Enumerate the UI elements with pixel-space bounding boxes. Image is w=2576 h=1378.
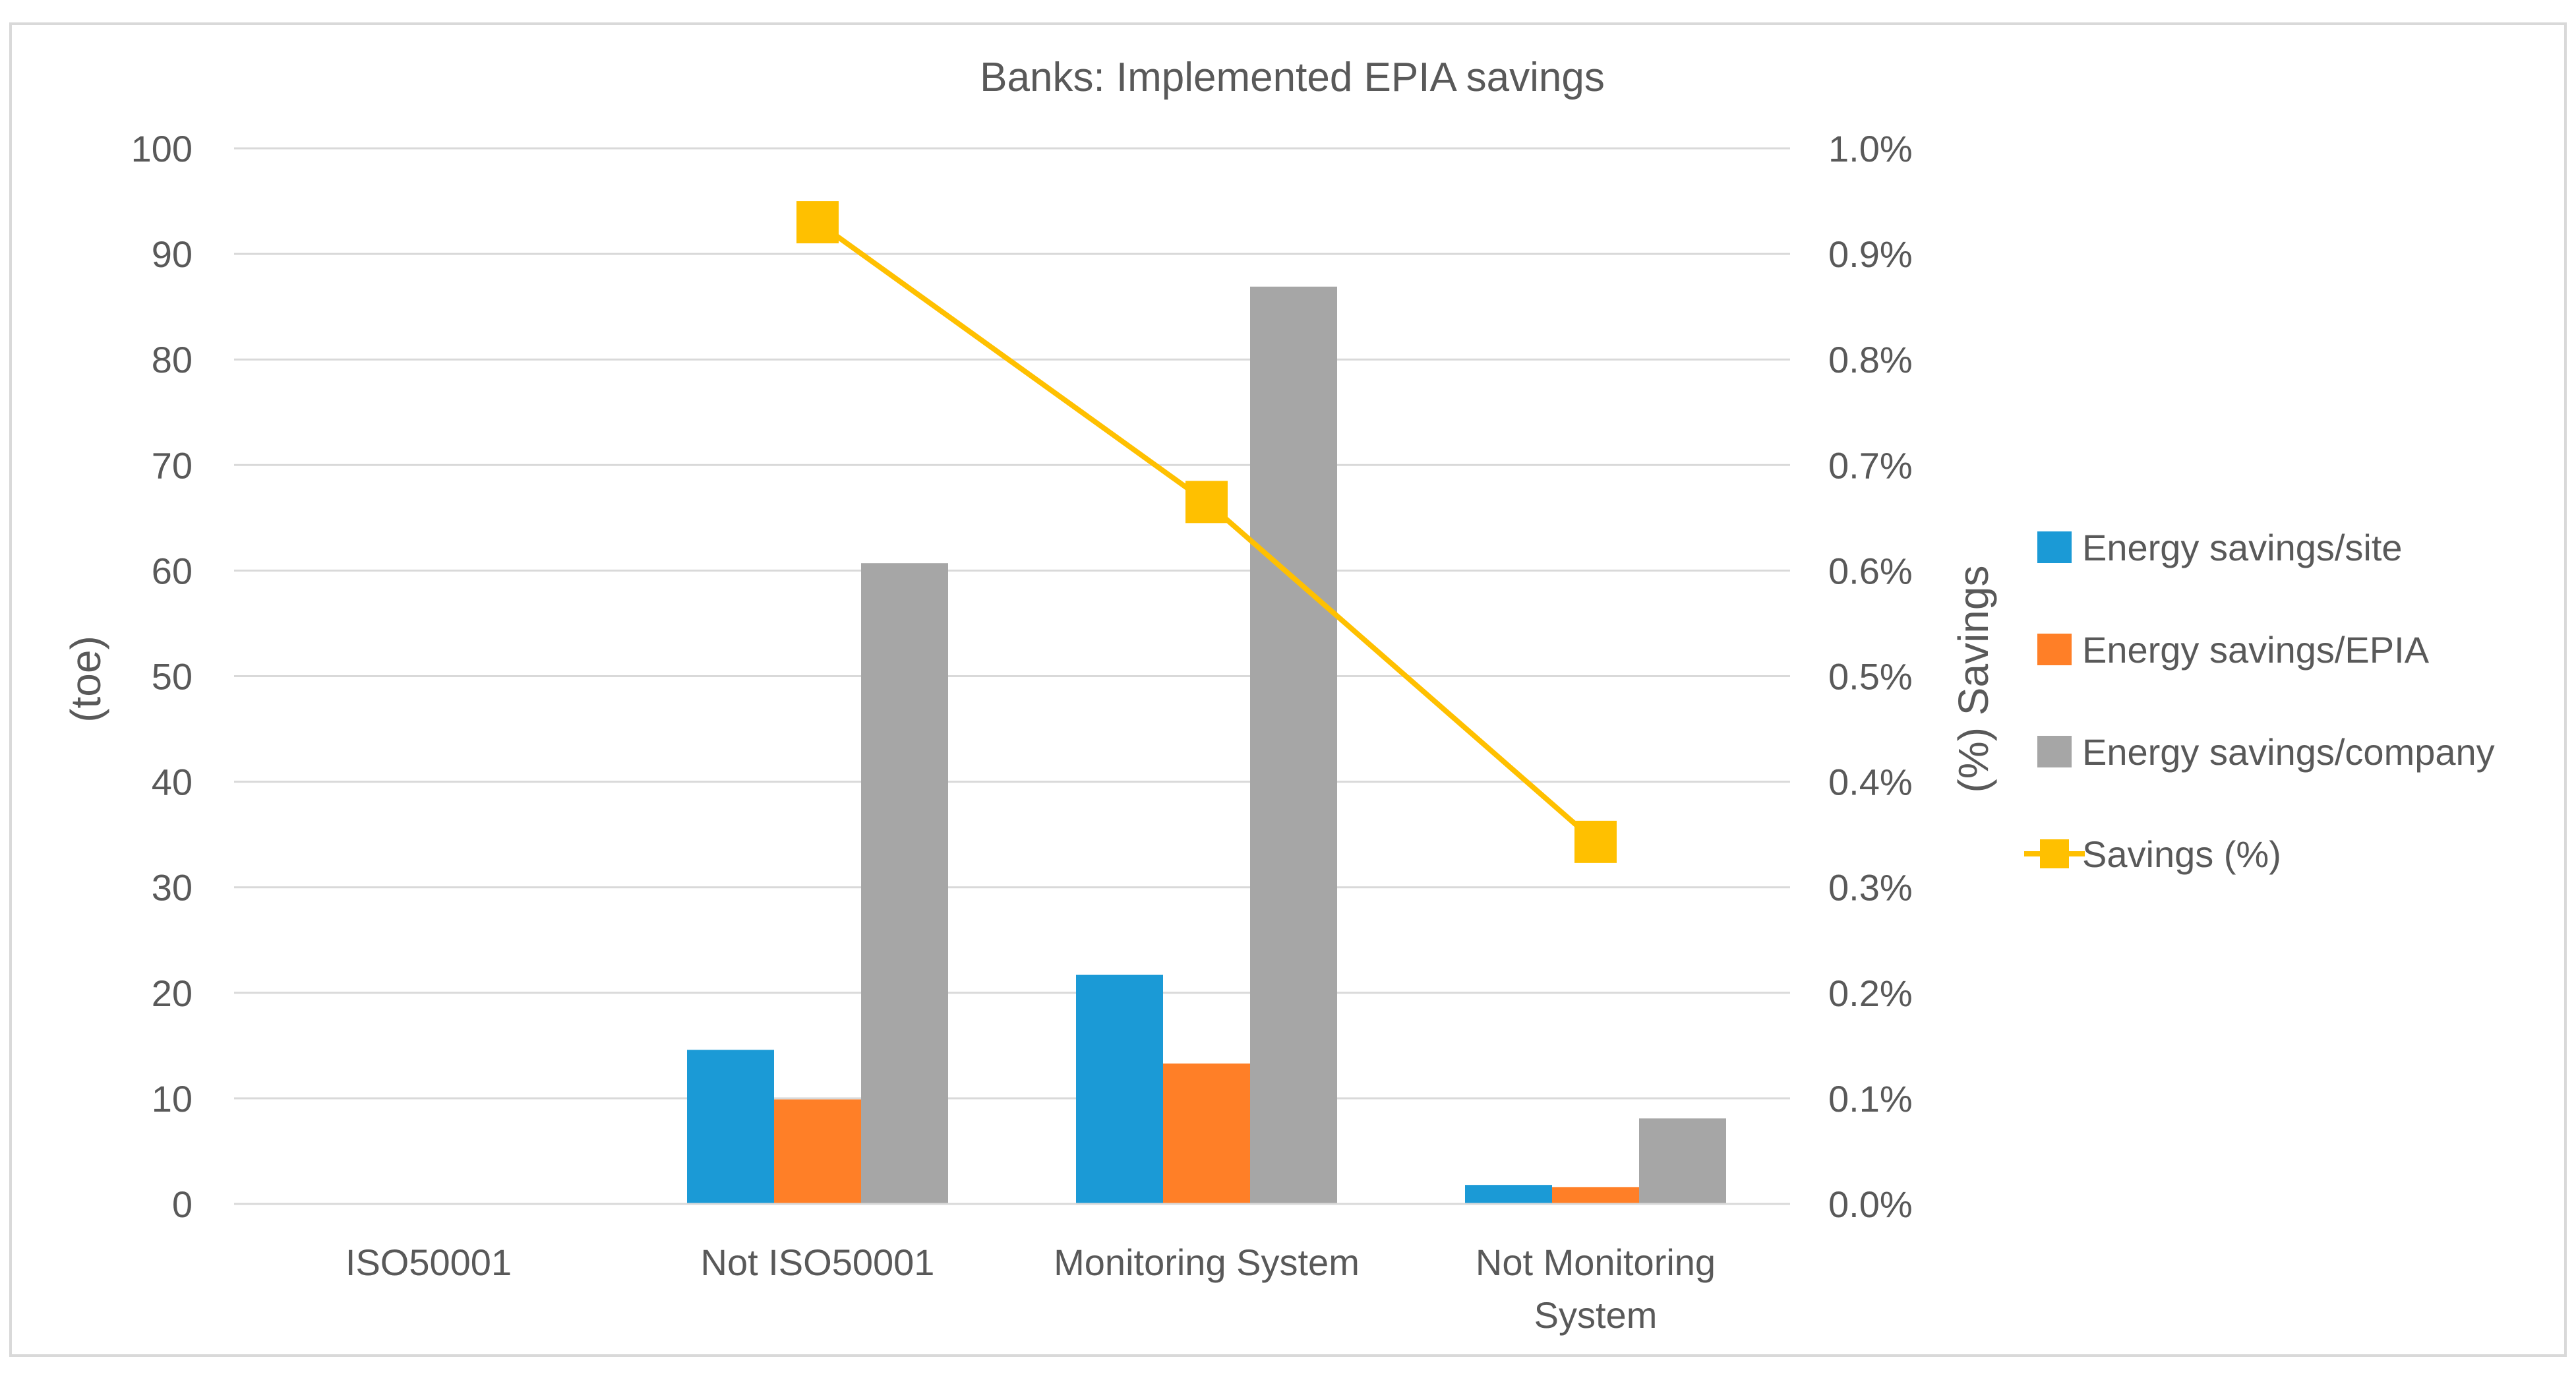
y-tick-label: 20: [152, 973, 193, 1014]
bar-energy-savings-company: [1250, 286, 1337, 1205]
bar-energy-savings-company: [861, 563, 948, 1204]
y-tick-label: 60: [152, 550, 193, 591]
y2-tick-label: 0.5%: [1828, 656, 1913, 698]
bar-energy-savings-company: [1639, 1118, 1726, 1204]
bar-energy-savings-site: [1465, 1185, 1552, 1204]
y2-tick-label: 0.1%: [1828, 1078, 1913, 1120]
legend: Energy savings/site Energy savings/EPIA En…: [2024, 527, 2495, 875]
y-tick-label: 40: [152, 762, 193, 803]
legend-swatch: [2037, 634, 2072, 665]
y2-tick-label: 0.7%: [1828, 444, 1913, 486]
bars: [687, 286, 1726, 1205]
y-tick-label: 90: [152, 233, 193, 275]
y-axis-title: (toe): [62, 636, 109, 723]
y-tick-label: 30: [152, 867, 193, 909]
y-tick-label: 10: [152, 1078, 193, 1120]
y2-tick-label: 0.8%: [1828, 339, 1913, 380]
savings-point-marker: [1185, 481, 1228, 524]
x-tick-label: Not ISO50001: [701, 1242, 935, 1283]
y-tick-label: 0: [172, 1183, 193, 1225]
legend-marker-swatch: [2040, 839, 2069, 868]
legend-label: Savings (%): [2082, 833, 2281, 875]
axes: 0 0.0% 10 0.1% 20 0.2% 30 0.3% 40 0.4% 50 0.5% 60 0.6…: [131, 128, 1913, 1336]
y-tick-label: 100: [131, 128, 193, 169]
x-tick-label: Monitoring System: [1054, 1242, 1360, 1283]
y-tick-label: 50: [152, 656, 193, 698]
bar-energy-savings-epia: [774, 1099, 861, 1204]
bar-energy-savings-epia: [1552, 1187, 1639, 1204]
y2-tick-label: 0.9%: [1828, 233, 1913, 275]
bar-energy-savings-site: [1076, 974, 1163, 1204]
y2-tick-label: 0.0%: [1828, 1183, 1913, 1225]
y-tick-label: 80: [152, 339, 193, 380]
y2-tick-label: 0.4%: [1828, 762, 1913, 803]
chart-title: Banks: Implemented EPIA savings: [980, 55, 1605, 100]
legend-label: Energy savings/company: [2082, 731, 2495, 773]
savings-line: [796, 201, 1617, 863]
y2-tick-label: 0.2%: [1828, 973, 1913, 1014]
bar-energy-savings-epia: [1163, 1063, 1250, 1204]
savings-point-marker: [796, 201, 839, 244]
x-tick-label: ISO50001: [345, 1242, 512, 1283]
legend-swatch: [2037, 736, 2072, 767]
x-tick-label: System: [1534, 1294, 1658, 1336]
legend-swatch: [2037, 531, 2072, 563]
y2-axis-title: (%) Savings: [1950, 566, 1997, 793]
bar-energy-savings-site: [687, 1050, 774, 1204]
y-tick-label: 70: [152, 444, 193, 486]
legend-label: Energy savings/site: [2082, 527, 2403, 568]
legend-label: Energy savings/EPIA: [2082, 629, 2430, 671]
savings-point-marker: [1574, 820, 1617, 863]
x-tick-label: Not Monitoring: [1476, 1242, 1716, 1283]
y2-tick-label: 0.6%: [1828, 550, 1913, 591]
y2-tick-label: 0.3%: [1828, 867, 1913, 909]
y2-tick-label: 1.0%: [1828, 128, 1913, 169]
chart-border: [9, 22, 2567, 1357]
